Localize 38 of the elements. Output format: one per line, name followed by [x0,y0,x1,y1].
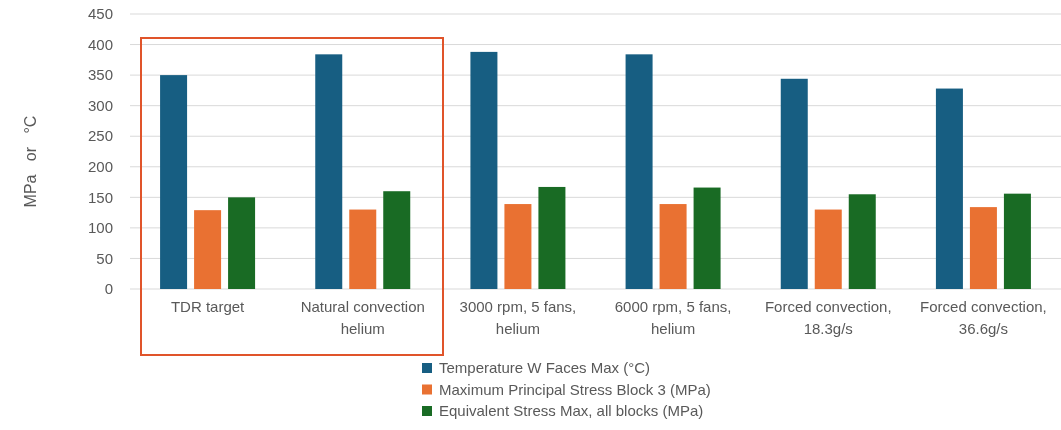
bar [504,204,532,289]
y-axis-title: MPa or °C [21,115,39,208]
y-tick-label: 200 [87,158,113,176]
y-tick-label: 150 [87,188,113,206]
bar [349,209,377,289]
x-tick-label: 3000 rpm, 5 fans, helium [459,298,577,337]
bar [160,75,188,289]
bar [935,88,963,289]
bar [848,194,876,289]
bar [693,187,721,289]
bar [625,54,653,289]
bar [470,51,498,289]
x-tick-label: Forced convection, 18.3g/s [764,298,892,337]
x-tick-label: Natural convection helium [300,298,425,337]
y-tick-label: 0 [104,280,113,298]
x-tick-label: TDR target [170,298,246,315]
bar [659,204,687,289]
x-tick-label: 6000 rpm, 5 fans, helium [614,298,732,337]
y-tick-label: 250 [87,127,113,145]
y-tick-label: 400 [87,35,113,53]
bar [780,78,808,289]
legend-label: Temperature W Faces Max (°C) [439,359,651,377]
y-tick-label: 50 [96,249,113,267]
bar [814,209,842,289]
bar [315,54,343,289]
y-tick-label: 100 [87,219,113,237]
y-tick-label: 300 [87,96,113,114]
bar [1003,193,1031,289]
bar [228,197,256,289]
x-tick-label: Forced convection, 36.6g/s [920,298,1047,337]
bar [194,210,222,289]
bar [538,186,566,289]
bar [383,191,411,289]
legend-label: Maximum Principal Stress Block 3 (MPa) [439,380,711,398]
bar [969,207,997,289]
legend-label: Equivalent Stress Max, all blocks (MPa) [439,402,704,420]
y-tick-label: 450 [87,5,113,23]
y-tick-label: 350 [87,66,113,84]
